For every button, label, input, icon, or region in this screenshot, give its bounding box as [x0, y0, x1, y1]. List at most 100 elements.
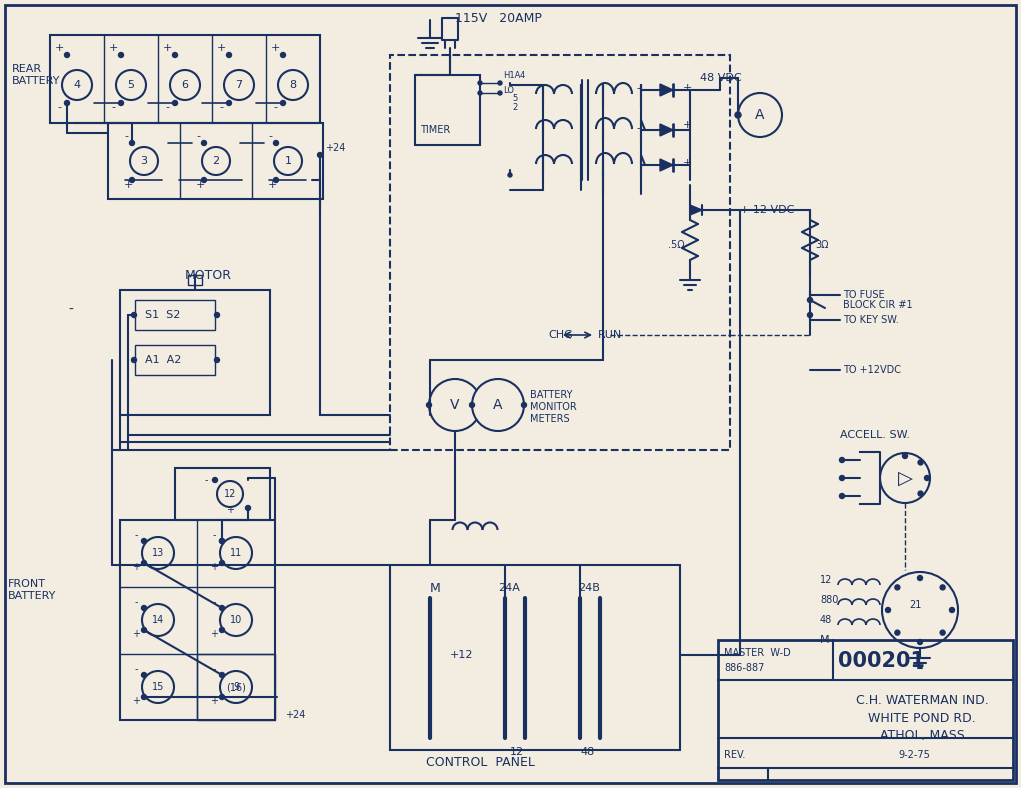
- Circle shape: [118, 101, 124, 106]
- Text: 3: 3: [141, 156, 147, 166]
- Circle shape: [142, 627, 146, 633]
- Circle shape: [220, 671, 252, 703]
- Text: A: A: [493, 398, 502, 412]
- Text: 13: 13: [152, 548, 164, 558]
- Text: H1A: H1A: [503, 70, 521, 80]
- Circle shape: [882, 572, 958, 648]
- Circle shape: [202, 147, 230, 175]
- Text: 9-2-75: 9-2-75: [898, 750, 930, 760]
- Text: +: +: [216, 43, 226, 53]
- Circle shape: [738, 93, 782, 137]
- Circle shape: [318, 153, 323, 158]
- Circle shape: [735, 112, 741, 118]
- Circle shape: [220, 672, 225, 678]
- Circle shape: [808, 313, 813, 318]
- Circle shape: [220, 537, 252, 569]
- Circle shape: [522, 403, 527, 407]
- Text: -: -: [205, 475, 208, 485]
- Text: 24B: 24B: [578, 583, 600, 593]
- Bar: [120, 520, 275, 720]
- Circle shape: [171, 70, 200, 100]
- Circle shape: [64, 101, 69, 106]
- Polygon shape: [690, 205, 702, 215]
- Text: C.H. WATERMAN IND.: C.H. WATERMAN IND.: [856, 693, 988, 707]
- Text: 21: 21: [909, 600, 921, 610]
- Text: TO KEY SW.: TO KEY SW.: [843, 315, 898, 325]
- Circle shape: [478, 91, 482, 95]
- Bar: [718, 640, 1013, 780]
- Circle shape: [274, 177, 279, 183]
- Text: 24A: 24A: [498, 583, 520, 593]
- Bar: [120, 290, 270, 415]
- Text: -: -: [218, 102, 223, 112]
- Circle shape: [201, 140, 206, 146]
- Text: -: -: [212, 664, 215, 674]
- Text: +: +: [683, 83, 692, 93]
- Text: REAR
BATTERY: REAR BATTERY: [12, 64, 60, 86]
- Circle shape: [220, 604, 252, 636]
- Text: +: +: [226, 505, 234, 515]
- Text: +: +: [162, 43, 172, 53]
- Text: BLOCK CIR #1: BLOCK CIR #1: [843, 300, 913, 310]
- Bar: [415, 75, 480, 145]
- Circle shape: [201, 177, 206, 183]
- Circle shape: [274, 147, 302, 175]
- Polygon shape: [660, 84, 673, 96]
- Text: 8: 8: [289, 80, 296, 90]
- Text: 11: 11: [230, 548, 242, 558]
- Text: -: -: [134, 664, 138, 674]
- Text: 3Ω: 3Ω: [815, 240, 828, 250]
- Text: +: +: [196, 180, 205, 190]
- Circle shape: [132, 313, 137, 318]
- Text: 48: 48: [580, 747, 594, 757]
- Text: LO: LO: [503, 86, 514, 95]
- Text: +: +: [132, 696, 140, 706]
- Text: -: -: [68, 303, 72, 317]
- Text: FRONT
BATTERY: FRONT BATTERY: [8, 579, 56, 600]
- Text: -: -: [268, 131, 272, 141]
- Circle shape: [142, 605, 146, 611]
- Circle shape: [130, 140, 135, 146]
- Circle shape: [839, 475, 844, 481]
- Text: 5: 5: [512, 94, 518, 102]
- Bar: [390, 55, 730, 450]
- Text: +12: +12: [450, 650, 474, 660]
- Circle shape: [508, 173, 512, 177]
- Circle shape: [220, 605, 225, 611]
- Circle shape: [227, 101, 232, 106]
- Circle shape: [212, 478, 217, 482]
- Text: +: +: [210, 696, 218, 706]
- Circle shape: [885, 608, 890, 612]
- Text: 000201: 000201: [838, 651, 925, 671]
- Text: .5Ω: .5Ω: [669, 240, 685, 250]
- Circle shape: [214, 313, 220, 318]
- Text: 2: 2: [512, 102, 518, 111]
- Circle shape: [903, 454, 908, 459]
- Circle shape: [118, 53, 124, 58]
- Text: +: +: [268, 180, 278, 190]
- Text: TO +12VDC: TO +12VDC: [843, 365, 901, 375]
- Circle shape: [220, 560, 225, 566]
- Text: -: -: [165, 102, 169, 112]
- Circle shape: [427, 403, 432, 407]
- Circle shape: [173, 101, 178, 106]
- Text: +: +: [210, 562, 218, 572]
- Text: CHG: CHG: [548, 330, 573, 340]
- Text: +: +: [271, 43, 280, 53]
- Text: CONTROL  PANEL: CONTROL PANEL: [426, 756, 534, 768]
- Text: 880: 880: [820, 595, 838, 605]
- Text: ATHOL, MASS: ATHOL, MASS: [880, 728, 965, 742]
- Circle shape: [173, 53, 178, 58]
- Text: +: +: [124, 180, 134, 190]
- Circle shape: [918, 575, 923, 581]
- Text: MOTOR: MOTOR: [185, 269, 232, 281]
- Text: 4: 4: [74, 80, 81, 90]
- Circle shape: [918, 460, 923, 465]
- Text: RUN: RUN: [598, 330, 622, 340]
- Circle shape: [142, 604, 174, 636]
- Text: +: +: [132, 629, 140, 639]
- Circle shape: [894, 630, 900, 635]
- Text: + 12 VDC: + 12 VDC: [740, 205, 794, 215]
- Text: 10: 10: [230, 615, 242, 625]
- Circle shape: [429, 379, 481, 431]
